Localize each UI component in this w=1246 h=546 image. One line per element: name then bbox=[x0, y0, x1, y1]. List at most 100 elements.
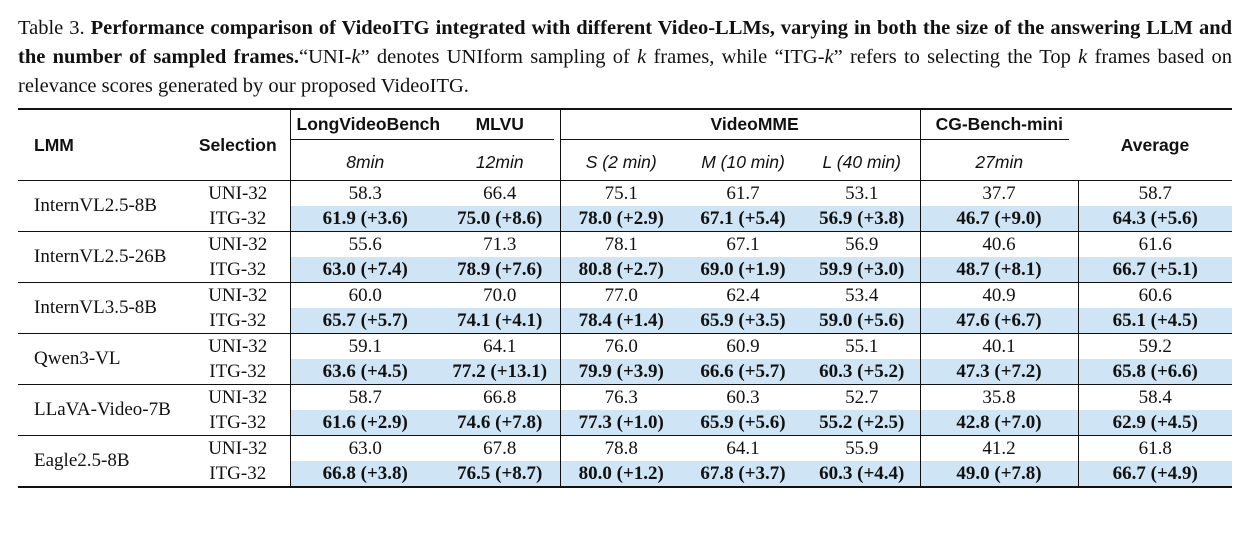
value-cell: 59.1 bbox=[289, 333, 440, 359]
value-cell: 63.6 (+4.5) bbox=[289, 359, 440, 385]
value-cell: 58.7 bbox=[289, 384, 440, 410]
model-name: InternVL2.5-26B bbox=[18, 231, 186, 283]
value-cell: 66.7 (+5.1) bbox=[1077, 257, 1233, 283]
value-cell: 58.3 bbox=[289, 180, 440, 206]
value-cell: 66.7 (+4.9) bbox=[1077, 461, 1233, 488]
value-cell: 60.3 bbox=[682, 384, 804, 410]
header-lmm: LMM bbox=[18, 108, 186, 181]
selection-method: ITG-32 bbox=[209, 207, 267, 229]
value-cell: 61.7 bbox=[682, 180, 804, 206]
selection-method: ITG-32 bbox=[209, 360, 267, 382]
value-cell: 65.1 (+4.5) bbox=[1077, 308, 1233, 334]
value-cell: 41.2 bbox=[919, 435, 1079, 461]
value-cell: 42.8 (+7.0) bbox=[919, 410, 1079, 436]
value-cell: 60.3 (+5.2) bbox=[804, 359, 921, 385]
value-cell: 66.8 bbox=[440, 384, 560, 410]
table-row: ITG-32 61.6 (+2.9) 74.6 (+7.8) 77.3 (+1.0) 6… bbox=[18, 410, 1233, 436]
value-cell: 48.7 (+8.1) bbox=[919, 257, 1079, 283]
selection-method: ITG-32 bbox=[209, 309, 267, 331]
value-cell: 62.9 (+4.5) bbox=[1077, 410, 1233, 436]
value-cell: 59.0 (+5.6) bbox=[804, 308, 921, 334]
value-cell: 61.6 bbox=[1077, 231, 1233, 257]
sub-lvb: 8min bbox=[289, 144, 440, 181]
header-selection: Selection bbox=[186, 108, 290, 181]
table-row: ITG-32 63.0 (+7.4) 78.9 (+7.6) 80.8 (+2.7) 6… bbox=[18, 257, 1233, 283]
selection-method: UNI-32 bbox=[186, 333, 290, 359]
model-name: Eagle2.5-8B bbox=[18, 435, 186, 488]
value-cell: 40.9 bbox=[919, 282, 1079, 308]
selection-method: UNI-32 bbox=[186, 384, 290, 410]
value-cell: 53.4 bbox=[804, 282, 921, 308]
value-cell: 56.9 (+3.8) bbox=[804, 206, 921, 232]
model-name: Qwen3-VL bbox=[18, 333, 186, 385]
selection-method: ITG-32 bbox=[209, 258, 267, 280]
selection-method: UNI-32 bbox=[186, 231, 290, 257]
value-cell: 76.3 bbox=[559, 384, 682, 410]
value-cell: 77.0 bbox=[559, 282, 682, 308]
sub-m: M (10 min) bbox=[701, 151, 785, 172]
sub-s: S (2 min) bbox=[559, 144, 682, 181]
value-cell: 76.0 bbox=[559, 333, 682, 359]
value-cell: 60.9 bbox=[682, 333, 804, 359]
value-cell: 78.4 (+1.4) bbox=[559, 308, 682, 334]
value-cell: 58.4 bbox=[1077, 384, 1233, 410]
value-cell: 46.7 (+9.0) bbox=[919, 206, 1079, 232]
table-row: ITG-32 61.9 (+3.6) 75.0 (+8.6) 78.0 (+2.9) 6… bbox=[18, 206, 1233, 232]
value-cell: 80.8 (+2.7) bbox=[559, 257, 682, 283]
table-caption: Table 3. Performance comparison of Video… bbox=[18, 17, 1233, 97]
header-row-1: LMM Selection LongVideoBench MLVU VideoM… bbox=[18, 108, 1233, 181]
value-cell: 40.1 bbox=[919, 333, 1079, 359]
value-cell: 75.1 bbox=[559, 180, 682, 206]
table-row: ITG-32 66.8 (+3.8) 76.5 (+8.7) 80.0 (+1.2) 6… bbox=[18, 461, 1233, 488]
table-row: Qwen3-VL UNI-32 59.1 64.1 76.0 60.9 55.1 40.1 59… bbox=[18, 333, 1233, 385]
value-cell: 40.6 bbox=[919, 231, 1079, 257]
value-cell: 58.7 bbox=[1077, 180, 1233, 206]
value-cell: 55.9 bbox=[804, 435, 921, 461]
table-row: InternVL2.5-26B UNI-32 55.6 71.3 78.1 67.1 56.… bbox=[18, 231, 1233, 283]
value-cell: 64.3 (+5.6) bbox=[1077, 206, 1233, 232]
selection-method: UNI-32 bbox=[186, 435, 290, 461]
value-cell: 76.5 (+8.7) bbox=[440, 461, 560, 488]
value-cell: 74.6 (+7.8) bbox=[440, 410, 560, 436]
value-cell: 60.0 bbox=[289, 282, 440, 308]
value-cell: 56.9 bbox=[804, 231, 921, 257]
table-row: InternVL2.5-8B UNI-32 58.3 66.4 75.1 61.7 53.1… bbox=[18, 180, 1233, 232]
header-videomme: VideoMME bbox=[559, 108, 949, 144]
value-cell: 59.9 (+3.0) bbox=[804, 257, 921, 283]
value-cell: 61.9 (+3.6) bbox=[289, 206, 440, 232]
value-cell: 64.1 bbox=[682, 435, 804, 461]
value-cell: 47.3 (+7.2) bbox=[919, 359, 1079, 385]
value-cell: 65.7 (+5.7) bbox=[289, 308, 440, 334]
value-cell: 78.0 (+2.9) bbox=[559, 206, 682, 232]
sub-mlvu: 12min bbox=[475, 151, 524, 172]
value-cell: 74.1 (+4.1) bbox=[440, 308, 560, 334]
value-cell: 37.7 bbox=[919, 180, 1079, 206]
value-cell: 71.3 bbox=[440, 231, 560, 257]
model-name: InternVL2.5-8B bbox=[18, 180, 186, 232]
value-cell: 69.0 (+1.9) bbox=[682, 257, 804, 283]
selection-method: ITG-32 bbox=[186, 461, 290, 488]
value-cell: 66.4 bbox=[440, 180, 560, 206]
value-cell: 65.8 (+6.6) bbox=[1077, 359, 1233, 385]
value-cell: 70.0 bbox=[440, 282, 560, 308]
value-cell: 64.1 bbox=[440, 333, 560, 359]
value-cell: 67.8 bbox=[440, 435, 560, 461]
value-cell: 47.6 (+6.7) bbox=[919, 308, 1079, 334]
value-cell: 35.8 bbox=[919, 384, 1079, 410]
value-cell: 59.2 bbox=[1077, 333, 1233, 359]
selection-method: UNI-32 bbox=[186, 180, 290, 206]
header-cgbench: CG-Bench-mini bbox=[919, 108, 1079, 144]
value-cell: 55.6 bbox=[289, 231, 440, 257]
value-cell: 78.8 bbox=[559, 435, 682, 461]
value-cell: 67.1 (+5.4) bbox=[682, 206, 804, 232]
value-cell: 66.8 (+3.8) bbox=[289, 461, 440, 488]
value-cell: 65.9 (+3.5) bbox=[682, 308, 804, 334]
selection-method: ITG-32 bbox=[209, 411, 267, 433]
caption-bold-text: Performance comparison of VideoITG integ… bbox=[18, 17, 1233, 68]
value-cell: 60.6 bbox=[1077, 282, 1233, 308]
value-cell: 63.0 (+7.4) bbox=[289, 257, 440, 283]
value-cell: 67.8 (+3.7) bbox=[682, 461, 804, 488]
sub-l: L (40 min) bbox=[822, 151, 901, 172]
header-average: Average bbox=[1078, 108, 1233, 181]
